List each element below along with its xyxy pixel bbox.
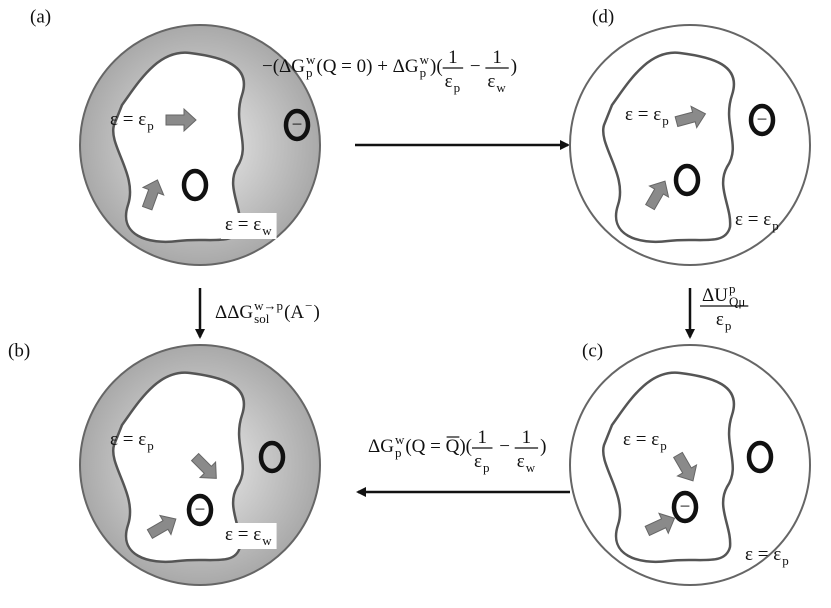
math-text: ε <box>487 71 495 92</box>
subscript: w <box>262 223 272 238</box>
math-text: ε <box>517 451 525 472</box>
subscript: p <box>420 65 427 80</box>
math-text: ε = ε <box>625 104 661 125</box>
math-text: 1 <box>477 427 487 448</box>
subscript: Qμ <box>729 294 745 309</box>
math-text: Q <box>446 436 460 457</box>
math-text: ε = ε <box>110 109 146 130</box>
math-text: ΔG <box>368 436 394 457</box>
math-text: ε = ε <box>110 429 146 450</box>
math-text: −(ΔG <box>262 56 305 77</box>
math-text: ε <box>445 71 453 92</box>
panel-label: (b) <box>8 340 30 361</box>
subscript: p <box>395 445 402 460</box>
math-text: ) <box>540 436 546 457</box>
subscript: p <box>147 118 154 133</box>
math-text: ε = ε <box>745 544 781 565</box>
math-text: ε = ε <box>735 209 771 230</box>
math-text: 1 <box>448 47 458 68</box>
panel-label: (d) <box>592 6 614 27</box>
subscript: p <box>660 438 667 453</box>
subscript: p <box>782 553 789 568</box>
ion-charge: − <box>292 114 303 135</box>
math-text: ) <box>313 302 319 323</box>
subscript: p <box>772 218 779 233</box>
math-text: ΔΔG <box>215 302 253 323</box>
math-text: ε = ε <box>225 524 261 545</box>
math-text: )( <box>430 56 443 77</box>
math-text: ε = ε <box>623 429 659 450</box>
transition-label: ΔΔGw→psol(A−) <box>215 298 320 326</box>
subscript: p <box>662 113 669 128</box>
math-text: (A <box>284 302 304 323</box>
math-text: ε <box>716 309 724 330</box>
math-text: − <box>494 436 514 457</box>
math-text: − <box>465 56 485 77</box>
panel-label: (a) <box>30 6 51 27</box>
superscript: − <box>305 298 312 313</box>
math-text: ΔU <box>702 285 728 306</box>
numerator: 1 <box>492 47 502 68</box>
math-text: 1 <box>492 47 502 68</box>
math-text: ε <box>474 451 482 472</box>
ion-charge: − <box>195 499 206 520</box>
math-text: (Q = <box>405 436 445 457</box>
numerator: 1 <box>477 427 487 448</box>
subscript: p <box>306 65 313 80</box>
math-text: 1 <box>522 427 532 448</box>
math-text: ε = ε <box>225 214 261 235</box>
diagram: (a)−ε = εpε = εw(b)−ε = εpε = εw(c)−ε = … <box>0 0 831 608</box>
panel-label: (c) <box>582 340 603 361</box>
ion-charge: − <box>680 496 691 517</box>
subscript: p <box>147 438 154 453</box>
math-text: (Q = 0) + ΔG <box>316 56 419 77</box>
subscript: w <box>262 533 272 548</box>
numerator: 1 <box>448 47 458 68</box>
subscript: p <box>483 460 490 475</box>
subscript: sol <box>254 311 270 326</box>
subscript: p <box>454 80 461 95</box>
math-text: )( <box>459 436 472 457</box>
math-text: ) <box>511 56 517 77</box>
ion-charge: − <box>757 109 768 130</box>
numerator: 1 <box>522 427 532 448</box>
subscript: w <box>526 460 536 475</box>
subscript: p <box>725 318 732 333</box>
subscript: w <box>496 80 506 95</box>
denominator: εw <box>487 71 506 95</box>
